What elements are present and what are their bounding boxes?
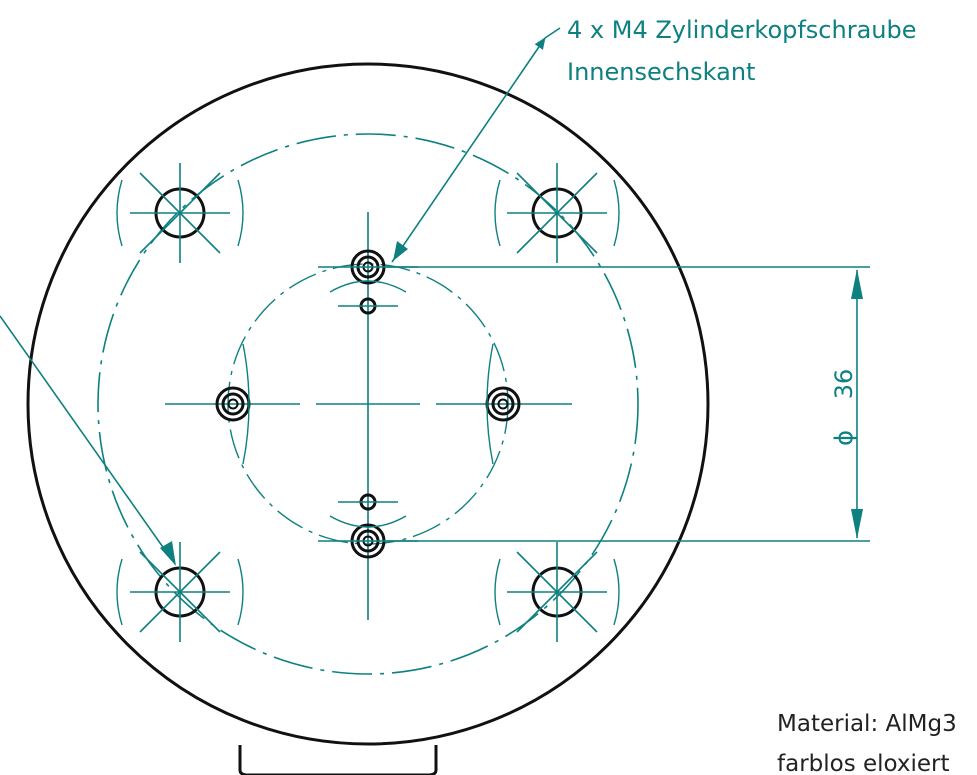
screw-callout-line1: 4 x M4 Zylinderkopfschraube — [567, 16, 917, 44]
screw-leader — [391, 27, 561, 263]
screw-right — [485, 343, 521, 465]
material-note-line1: Material: AlMg3 — [777, 711, 957, 737]
dimension-diameter-symbol: ϕ — [830, 430, 858, 446]
hole-leader — [0, 315, 176, 566]
pin-bottom — [338, 493, 398, 511]
corner-hole-top-right — [494, 163, 620, 263]
corner-hole-bottom-right — [494, 542, 620, 642]
dimension-diameter-value: 36 — [830, 369, 858, 400]
pin-top — [338, 297, 398, 315]
screw-left — [215, 343, 251, 465]
material-note-line2: farblos eloxiert — [777, 751, 950, 775]
housing-tab — [238, 745, 438, 775]
outer-pitch-circle — [97, 133, 639, 675]
corner-hole-top-left — [116, 163, 244, 263]
diameter-dimension — [384, 266, 870, 542]
screw-callout-line2: Innensechskant — [567, 58, 755, 86]
corner-hole-bottom-left — [116, 542, 244, 642]
